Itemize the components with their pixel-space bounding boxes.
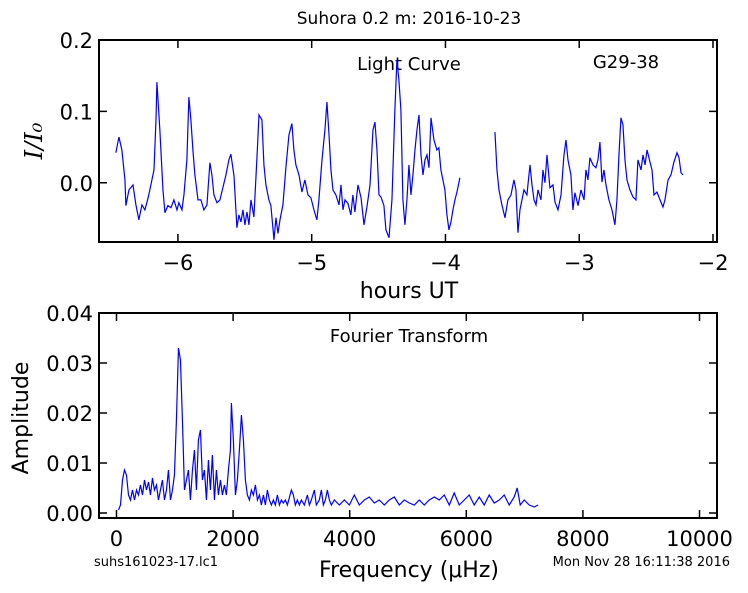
data-line <box>117 347 539 511</box>
footnote: suhs161023-17.lc1 <box>94 555 218 570</box>
x-axis-label: hours UT <box>360 279 459 304</box>
x-tick-label: −6 <box>162 251 193 275</box>
x-axis-label: Frequency (μHz) <box>319 558 499 583</box>
data-line <box>115 59 684 240</box>
y-tick-label: 0.1 <box>60 100 93 124</box>
x-tick-label: 6000 <box>440 527 493 551</box>
x-tick-label: −2 <box>698 251 729 275</box>
y-tick-label: 0.01 <box>46 452 93 476</box>
y-tick-label: 0.02 <box>46 402 93 426</box>
x-tick-label: −5 <box>296 251 327 275</box>
x-tick-label: 8000 <box>556 527 609 551</box>
y-axis-label: Amplitude <box>9 362 34 475</box>
axes-frame <box>98 39 718 243</box>
y-tick-label: 0.00 <box>46 502 93 526</box>
annotation: Fourier Transform <box>330 326 488 347</box>
axes-frame <box>98 312 718 519</box>
x-tick-label: −4 <box>430 251 461 275</box>
x-tick-label: 2000 <box>206 527 259 551</box>
x-tick-label: 10000 <box>666 527 733 551</box>
chart-title: Suhora 0.2 m: 2016-10-23 <box>297 9 521 29</box>
x-tick-label: −3 <box>564 251 595 275</box>
y-axis-label: I/I₀ <box>20 122 48 160</box>
annotation: Light Curve <box>357 54 461 75</box>
x-tick-label: 0 <box>110 527 123 551</box>
annotation: G29-38 <box>593 52 659 73</box>
x-tick-label: 4000 <box>323 527 376 551</box>
y-tick-label: 0.0 <box>60 172 93 196</box>
y-tick-label: 0.03 <box>46 352 93 376</box>
y-tick-label: 0.04 <box>46 302 93 326</box>
footnote: Mon Nov 28 16:11:38 2016 <box>553 555 730 570</box>
y-tick-label: 0.2 <box>60 29 93 53</box>
